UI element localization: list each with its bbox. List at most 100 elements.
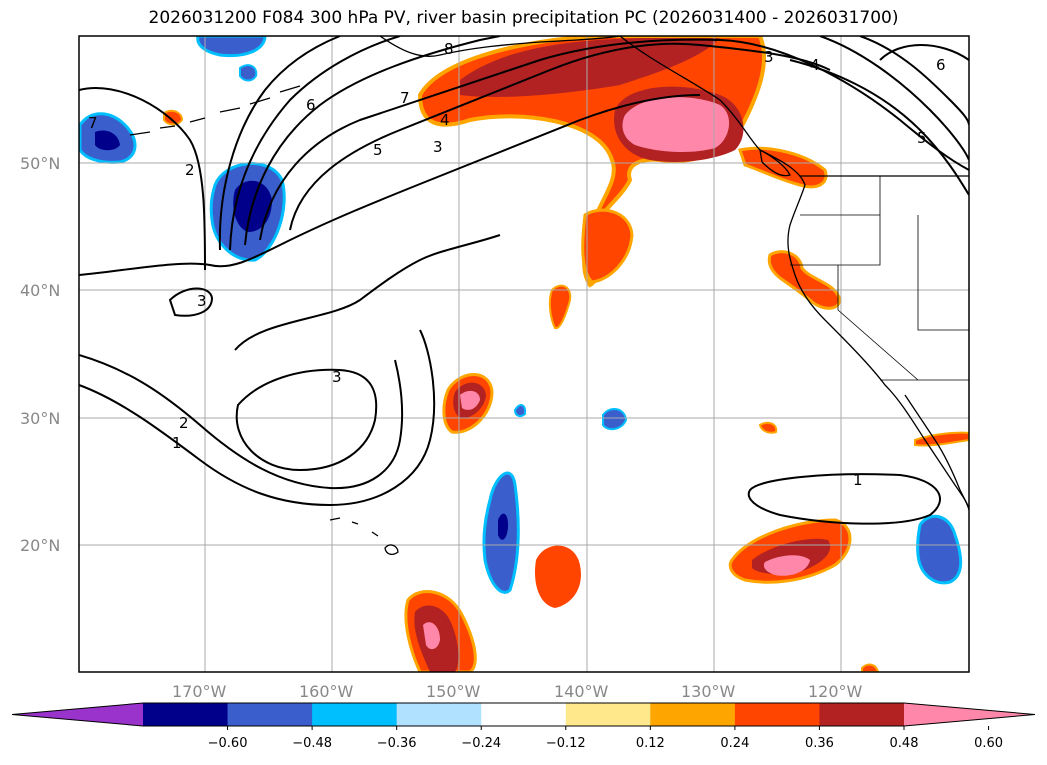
lon-label-160w: 160°W [299,682,354,701]
colorbar-bin [227,703,313,726]
contour-label-3-c: 3 [433,138,443,156]
contour-label-3-a: 3 [332,368,342,386]
contour-3-north [79,94,701,276]
precip-neg-22n-147w-dark [498,513,508,540]
contour-label-7-b: 7 [88,114,98,132]
colorbar-bin [734,703,820,726]
colorbar-tick-label: −0.12 [546,736,586,751]
precip-blob-mexico-coast [914,431,969,447]
colorbar-bin [819,703,905,726]
baja-peninsula [904,394,969,511]
lat-label-50n: 50°N [20,154,60,173]
coastlines [129,36,969,555]
contour-8 [218,36,341,251]
contour-1-mexico [747,473,941,525]
precip-blob-20n-125w-pink [763,555,810,576]
precip-blob-20n-142w [534,545,581,608]
contour-label-5-b: 5 [917,129,927,147]
precip-blob-15n-150w-pink [423,622,440,650]
colorbar-bin [481,703,567,726]
state-border-3 [837,265,919,381]
contour-label-5-a: 5 [373,141,383,159]
aleutian-islands [129,85,301,136]
map-title: 2026031200 F084 300 hPa PV, river basin … [148,8,899,28]
colorbar-tick-label: 0.36 [805,736,834,751]
lon-label-120w: 120°W [808,682,863,701]
contour-label-1-a: 1 [172,434,182,452]
contour-upper-right-2 [859,36,969,126]
precip-blob-bc-coast-pink [622,97,730,152]
contour-label-8: 8 [444,40,454,58]
colorbar-bin [143,703,229,726]
lat-label-20n: 20°N [20,536,60,555]
contour-label-1-b: 1 [853,471,863,489]
precip-neg-mexico [916,514,963,585]
contour-label-3-d: 3 [764,48,774,66]
precip-blob-30n-150w-pink [460,390,480,410]
precip-blob-57n-150w [163,109,184,126]
contour-label-4-b: 4 [810,56,820,74]
state-border-4 [917,215,969,331]
precip-neg-30n-145w [513,404,527,418]
map-area [79,36,969,672]
contour-upper-right-3 [879,44,969,61]
contour-2 [79,354,404,490]
longitude-labels: 170°W 160°W 150°W 140°W 130°W 120°W [172,682,863,701]
precip-blob-10n-118w [861,663,880,672]
hawaii-islands [329,517,399,555]
contour-3-loop [168,287,214,317]
alaska-coast [379,36,621,57]
colorbar-extend-min [12,703,143,726]
colorbar-bin [565,703,651,726]
colorbar-tick-label: −0.60 [208,736,248,751]
colorbar: −0.60 −0.48 −0.36 −0.24 −0.12 0.12 0.24 0.36 0.4… [11,702,1036,751]
colorbar-tick-label: 0.24 [720,736,749,751]
colorbar-tick-label: −0.24 [461,736,501,751]
pv-contours [79,36,969,525]
precip-blob-east-pacific-45 [581,208,634,284]
colorbar-tick-label: 0.12 [636,736,665,751]
lon-label-150w: 150°W [426,682,481,701]
precip-blob-142w [548,284,572,330]
colorbar-tick-label: 0.60 [974,736,1003,751]
contour-3-dip [234,234,501,351]
colorbar-tick-label: −0.48 [292,736,332,751]
contour-label-2-b: 2 [185,161,195,179]
contour-1-low [79,329,436,507]
lon-label-140w: 140°W [554,682,609,701]
colorbar-extend-max [904,703,1035,726]
contour-label-4-a: 4 [440,111,450,129]
precip-neg-30n-137w [602,408,628,431]
contour-labels: 1 1 2 2 3 3 3 3 4 4 5 5 6 6 7 7 8 [88,40,946,489]
contour-6 [244,36,501,246]
colorbar-outline [11,702,1036,727]
colorbar-bin [650,703,736,726]
contour-upper-right-1 [819,36,969,161]
contour-label-7-a: 7 [400,89,410,107]
precip-shading [79,36,969,672]
precip-neg-56n-164w [239,64,258,82]
state-border-2 [790,215,881,266]
contour-upper-right-4 [789,59,969,196]
precip-blob-gulf-alaska-dark [460,38,720,97]
latitude-labels: 50°N 40°N 30°N 20°N [20,154,60,555]
precip-blob-california [767,250,842,310]
contour-2-west [79,87,206,271]
contour-label-3-b: 3 [197,292,207,310]
lon-label-130w: 130°W [681,682,736,701]
precip-neg-dateline-52n-dark [95,130,120,151]
contour-label-6-a: 6 [306,96,316,114]
contour-4 [289,42,831,231]
gridlines [79,36,969,672]
vancouver-island [759,148,791,177]
colorbar-bin [396,703,482,726]
precip-blob-32n-128w [758,421,778,434]
contour-label-2-a: 2 [179,414,189,432]
colorbar-tick-label: −0.36 [377,736,417,751]
north-america-coast [619,36,969,511]
contour-3-inner [235,368,378,472]
map-frame [78,35,970,673]
contour-7 [229,36,401,251]
contour-5 [259,38,969,241]
